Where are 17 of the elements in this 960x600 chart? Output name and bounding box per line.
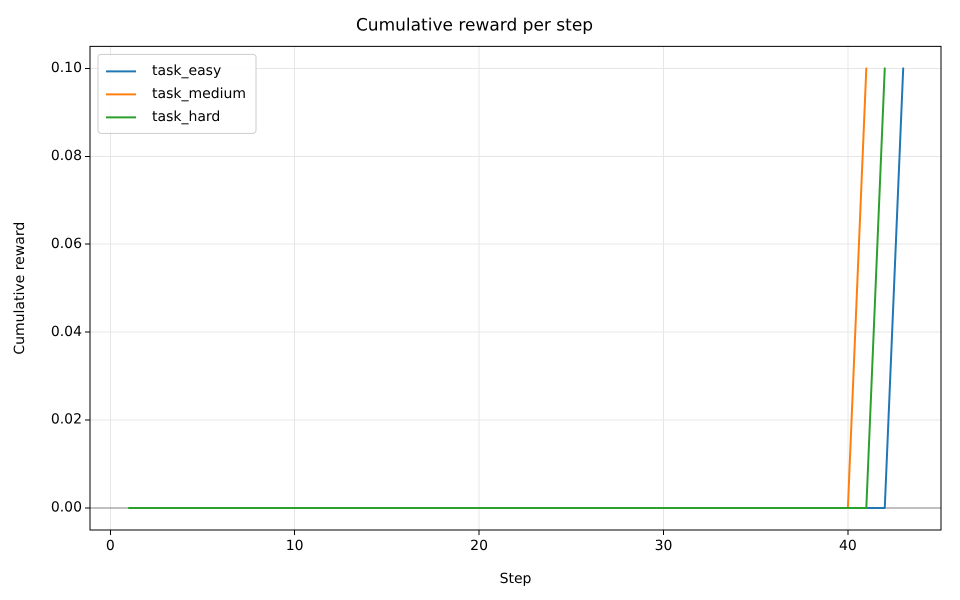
y-tick-label: 0.06 — [50, 236, 82, 252]
x-axis-title: Step — [500, 571, 532, 588]
y-tick-label: 0.08 — [50, 148, 82, 164]
y-axis-title: Cumulative reward — [12, 222, 28, 355]
legend-label: task_medium — [152, 86, 246, 102]
x-tick-label: 20 — [470, 538, 488, 554]
x-tick-label: 0 — [106, 538, 115, 554]
y-tick-label: 0.10 — [50, 60, 82, 76]
legend-label: task_hard — [152, 109, 220, 126]
y-tick-label: 0.04 — [50, 324, 82, 340]
legend-label: task_easy — [152, 63, 222, 80]
chart-title: Cumulative reward per step — [356, 16, 594, 36]
y-tick-label: 0.02 — [50, 412, 82, 428]
x-tick-label: 30 — [654, 538, 672, 554]
x-tick-label: 10 — [286, 538, 304, 554]
y-tick-label: 0.00 — [50, 500, 82, 516]
x-tick-label: 40 — [838, 538, 857, 554]
